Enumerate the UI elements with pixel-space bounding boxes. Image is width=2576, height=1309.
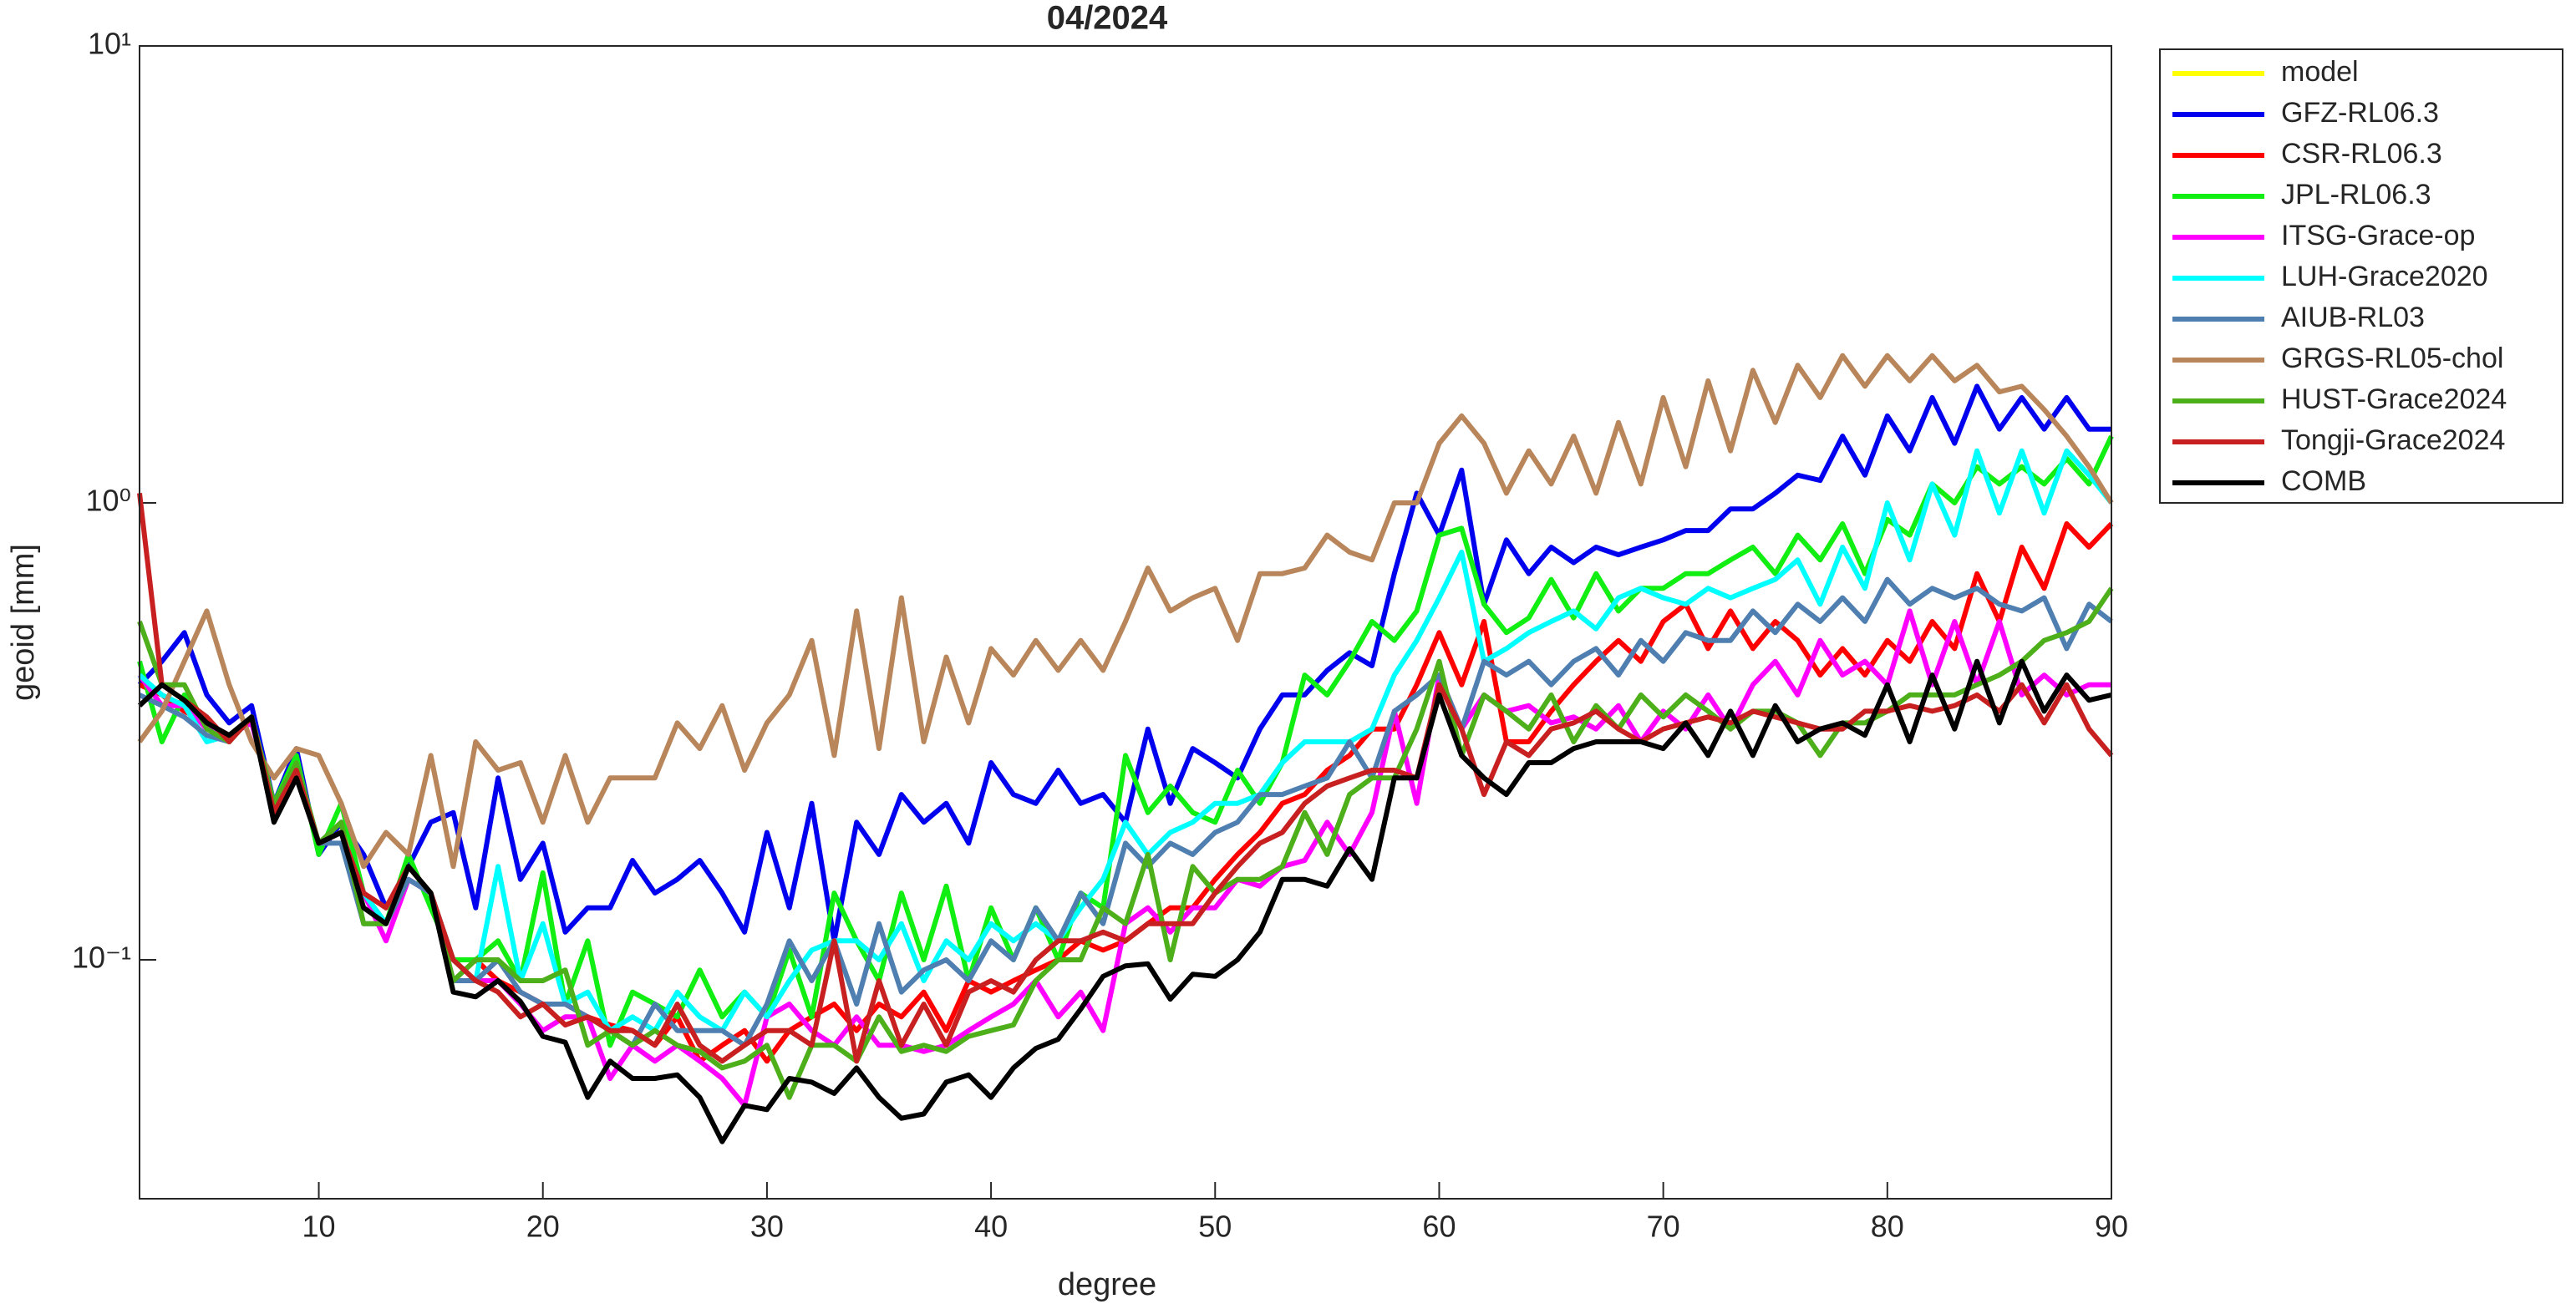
y-tick-label: 10⁻¹ (72, 941, 131, 975)
y-tick-label: 10⁰ (86, 484, 131, 518)
plot-area: 10 20 30 40 50 60 70 80 90 10⁻¹ 10⁰ 10¹ (72, 27, 2128, 1244)
legend-label: ITSG-Grace-op (2281, 220, 2475, 251)
series-line (138, 576, 2113, 1048)
x-tick-label: 50 (1198, 1210, 1232, 1244)
x-tick-label: 10 (302, 1210, 336, 1244)
x-tick-label: 90 (2095, 1210, 2128, 1244)
y-tick-label: 10¹ (88, 27, 131, 61)
legend-label: GFZ-RL06.3 (2281, 97, 2439, 129)
legend-label: CSR-RL06.3 (2281, 138, 2442, 170)
legend-label: Tongji-Grace2024 (2281, 424, 2505, 456)
legend-label: HUST-Grace2024 (2281, 383, 2507, 415)
x-tick-label: 60 (1422, 1210, 1456, 1244)
x-tick-label: 70 (1647, 1210, 1680, 1244)
legend: model GFZ-RL06.3 CSR-RL06.3 JPL-RL06.3 ITSG-… (2172, 56, 2507, 497)
series-line (137, 658, 2112, 1144)
x-tick-label: 40 (974, 1210, 1008, 1244)
x-tick-label: 20 (526, 1210, 560, 1244)
legend-label: JPL-RL06.3 (2281, 179, 2431, 211)
legend-label: model (2281, 56, 2359, 88)
x-tick-label: 30 (750, 1210, 784, 1244)
axes-box (139, 45, 2112, 1200)
y-axis-label: geoid [mm] (6, 544, 41, 701)
series-line (137, 434, 2114, 1048)
series-line (137, 353, 2114, 870)
legend-label: GRGS-RL05-chol (2281, 342, 2503, 374)
legend-label: LUH-Grace2020 (2281, 261, 2488, 292)
x-tick-label: 80 (1871, 1210, 1904, 1244)
legend-label: COMB (2281, 465, 2366, 497)
chart-title: 04/2024 (1047, 0, 1168, 37)
x-axis-label: degree (1058, 1267, 1156, 1302)
legend-label: AIUB-RL03 (2281, 302, 2425, 333)
